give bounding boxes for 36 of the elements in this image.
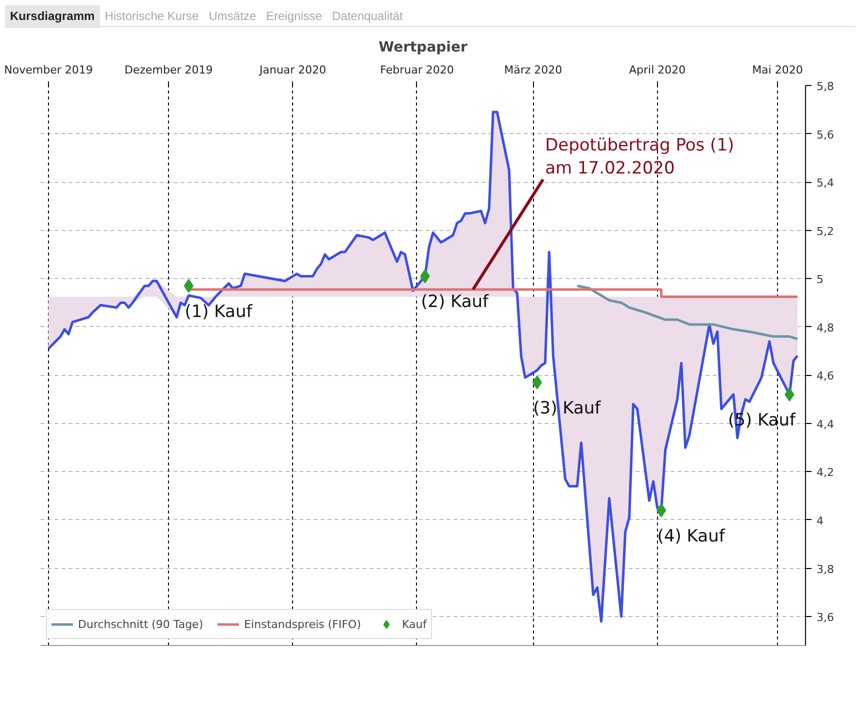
- y-tick-label: 4,8: [816, 321, 834, 334]
- text: Historische Kurse: [104, 8, 200, 25]
- y-tick-label: 5,6: [816, 128, 834, 142]
- y-tick-label: 5: [816, 273, 824, 286]
- y-tick-label: 3,6: [816, 611, 834, 624]
- chart-title: Wertpapier: [378, 40, 468, 56]
- line-series: [576, 284, 799, 340]
- annotation: (3) Kauf: [533, 398, 602, 418]
- annotation: Depotübertrag Pos (1) am 17.02.2020: [545, 135, 734, 178]
- annotation: (1) Kauf: [184, 302, 254, 322]
- y-tick-label: 5,2: [816, 224, 834, 238]
- x-tick-label: Mai 2020: [752, 64, 803, 76]
- annotation: (2) Kauf: [421, 292, 490, 312]
- x-tick-label: März 2020: [504, 64, 562, 76]
- y-tick-label: 5,8: [816, 80, 834, 93]
- point: [656, 503, 666, 518]
- y-tick-label: 5,4: [816, 176, 834, 190]
- legend-label: Durchschnitt (90 Tage): [78, 618, 204, 630]
- text: Umsätze: [208, 8, 258, 25]
- y-tick-label: 4,2: [816, 466, 834, 480]
- y-tick-label: 4,4: [816, 418, 834, 431]
- text: Datenqualität: [331, 8, 404, 25]
- text: Kursdiagramm: [5, 5, 100, 28]
- x-tick-label: November 2019: [4, 64, 93, 76]
- legend-label: Einstandspreis (FIFO): [244, 618, 362, 630]
- legend-label: Kauf: [402, 618, 427, 630]
- x-tick-label: Februar 2020: [380, 64, 454, 76]
- y-tick-label: 3,8: [816, 562, 834, 576]
- x-tick-label: April 2020: [628, 64, 686, 76]
- text: Ereignisse: [265, 8, 324, 25]
- x-tick-label: Dezember 2019: [124, 64, 213, 76]
- x-tick-label: Januar 2020: [258, 64, 326, 76]
- point: [184, 278, 194, 293]
- annotation: (4) Kauf: [657, 526, 726, 546]
- y-tick-label: 4: [816, 514, 824, 528]
- y-tick-label: 4,6: [816, 370, 834, 383]
